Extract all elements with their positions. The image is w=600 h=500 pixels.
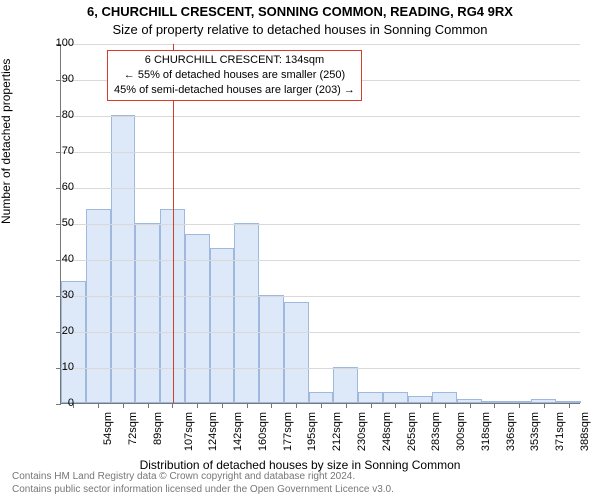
histogram-bar (408, 396, 433, 403)
x-tick-mark (271, 403, 272, 408)
x-tick-mark (197, 403, 198, 408)
x-tick-label: 300sqm (455, 412, 467, 451)
x-tick-label: 336sqm (505, 412, 517, 451)
histogram-bar (333, 367, 358, 403)
gridline (61, 296, 580, 297)
gridline (61, 260, 580, 261)
chart-title-address: 6, CHURCHILL CRESCENT, SONNING COMMON, R… (0, 4, 600, 19)
property-size-chart: 6, CHURCHILL CRESCENT, SONNING COMMON, R… (0, 0, 600, 500)
x-tick-label: 160sqm (257, 412, 269, 451)
gridline (61, 332, 580, 333)
y-tick-label: 0 (44, 397, 74, 409)
x-tick-mark (247, 403, 248, 408)
y-tick-label: 30 (44, 289, 74, 301)
x-tick-label: 371sqm (554, 412, 566, 451)
x-tick-mark (494, 403, 495, 408)
x-tick-mark (470, 403, 471, 408)
x-tick-mark (123, 403, 124, 408)
x-tick-label: 265sqm (406, 412, 418, 451)
y-tick-label: 10 (44, 361, 74, 373)
annotation-line: ← 55% of detached houses are smaller (25… (114, 68, 355, 83)
gridline (61, 152, 580, 153)
plot-area: 6 CHURCHILL CRESCENT: 134sqm← 55% of det… (60, 44, 580, 404)
annotation-box: 6 CHURCHILL CRESCENT: 134sqm← 55% of det… (107, 50, 362, 101)
x-tick-mark (569, 403, 570, 408)
histogram-bar (234, 223, 259, 403)
histogram-bar (135, 223, 160, 403)
gridline (61, 188, 580, 189)
y-tick-label: 80 (44, 109, 74, 121)
chart-footer: Contains HM Land Registry data © Crown c… (12, 470, 394, 496)
x-tick-mark (346, 403, 347, 408)
footer-line-2: Contains public sector information licen… (12, 483, 394, 496)
footer-line-1: Contains HM Land Registry data © Crown c… (12, 470, 394, 483)
x-tick-label: 107sqm (183, 412, 195, 451)
x-tick-label: 54sqm (102, 412, 114, 445)
gridline (61, 224, 580, 225)
annotation-line: 6 CHURCHILL CRESCENT: 134sqm (114, 53, 355, 68)
x-tick-mark (172, 403, 173, 408)
histogram-bar (111, 115, 136, 403)
x-tick-mark (420, 403, 421, 408)
x-tick-label: 283sqm (430, 412, 442, 451)
gridline (61, 368, 580, 369)
histogram-bar (309, 392, 334, 403)
gridline (61, 116, 580, 117)
y-axis-label: Number of detached properties (0, 59, 13, 224)
x-tick-mark (148, 403, 149, 408)
y-tick-label: 20 (44, 325, 74, 337)
x-tick-mark (222, 403, 223, 408)
x-tick-mark (519, 403, 520, 408)
annotation-line: 45% of semi-detached houses are larger (… (114, 83, 355, 98)
histogram-bar (210, 248, 235, 403)
x-tick-label: 89sqm (152, 412, 164, 445)
histogram-bar (86, 209, 111, 403)
x-tick-mark (296, 403, 297, 408)
histogram-bar (160, 209, 185, 403)
x-tick-label: 318sqm (480, 412, 492, 451)
x-tick-label: 388sqm (579, 412, 591, 451)
y-tick-label: 70 (44, 145, 74, 157)
x-tick-label: 72sqm (127, 412, 139, 445)
x-tick-label: 177sqm (282, 412, 294, 451)
x-tick-label: 195sqm (307, 412, 319, 451)
x-tick-label: 212sqm (331, 412, 343, 451)
chart-subtitle: Size of property relative to detached ho… (0, 22, 600, 37)
x-tick-mark (321, 403, 322, 408)
x-tick-label: 248sqm (381, 412, 393, 451)
histogram-bar (259, 295, 284, 403)
histogram-bar (358, 392, 383, 403)
x-tick-label: 353sqm (529, 412, 541, 451)
x-tick-mark (371, 403, 372, 408)
x-tick-label: 124sqm (208, 412, 220, 451)
x-tick-mark (445, 403, 446, 408)
y-tick-label: 50 (44, 217, 74, 229)
y-tick-label: 40 (44, 253, 74, 265)
histogram-bar (284, 302, 309, 403)
histogram-bar (383, 392, 408, 403)
x-tick-label: 142sqm (232, 412, 244, 451)
y-tick-label: 100 (44, 37, 74, 49)
x-tick-mark (395, 403, 396, 408)
y-tick-label: 60 (44, 181, 74, 193)
x-tick-mark (544, 403, 545, 408)
x-tick-mark (98, 403, 99, 408)
y-tick-label: 90 (44, 73, 74, 85)
x-tick-label: 230sqm (356, 412, 368, 451)
histogram-bar (432, 392, 457, 403)
gridline (61, 44, 580, 45)
